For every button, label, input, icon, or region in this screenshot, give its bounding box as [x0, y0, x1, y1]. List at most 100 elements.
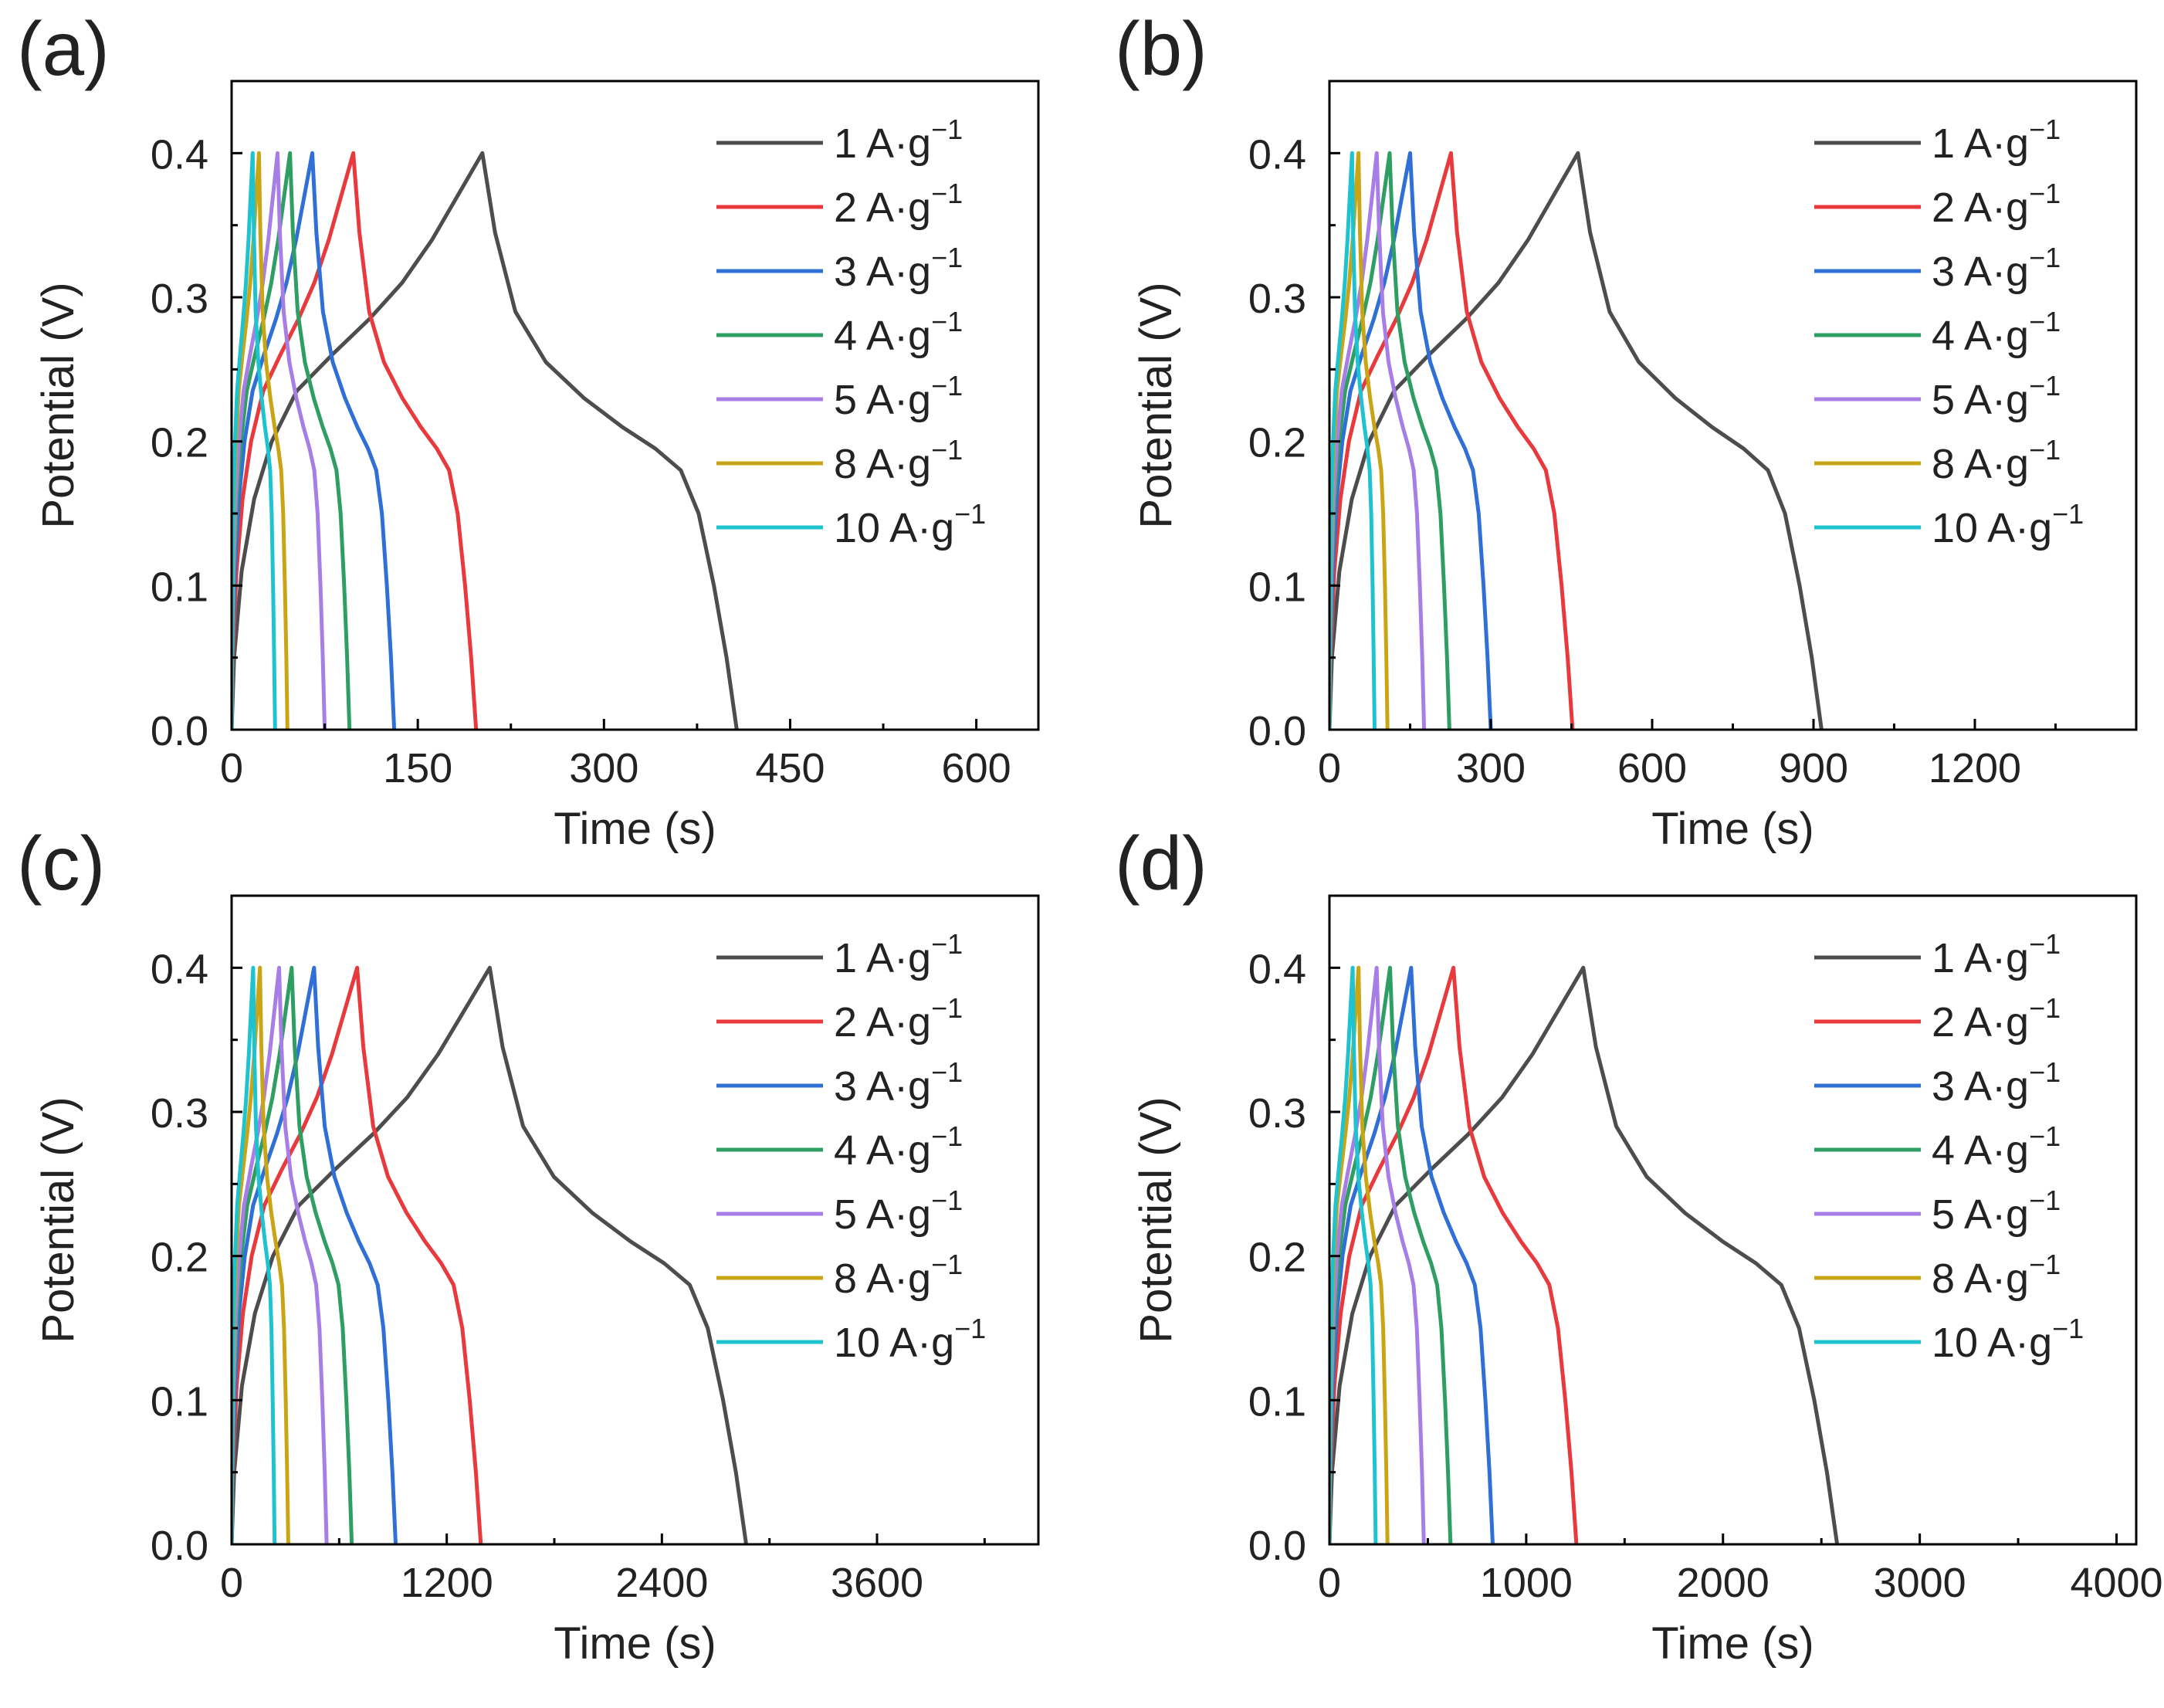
- legend-label-4: 4 A·g−1: [1932, 306, 2061, 359]
- y-axis-title: Potential (V): [33, 1096, 83, 1343]
- legend-label-10: 10 A·g−1: [834, 1313, 986, 1366]
- legend-label-8: 8 A·g−1: [834, 434, 963, 487]
- x-axis-title: Time (s): [554, 1618, 716, 1669]
- legend-label-5: 5 A·g−1: [834, 1184, 963, 1238]
- x-tick-label: 0: [1318, 745, 1341, 791]
- series-line-3-A-g: [1329, 151, 1493, 730]
- series-line-3-A-g: [1329, 965, 1495, 1544]
- curves-group: [232, 965, 748, 1544]
- legend: 1 A·g−1 2 A·g−1 3 A·g−1 4 A·g−1 5 A·g−1 8 A·g…: [716, 114, 986, 551]
- legend-label-4: 4 A·g−1: [1932, 1120, 2061, 1174]
- legend-label-3: 3 A·g−1: [1932, 242, 2061, 295]
- y-axis-title: Potential (V): [1131, 282, 1181, 528]
- legend-label-10: 10 A·g−1: [834, 498, 986, 551]
- curves-group: [232, 151, 739, 730]
- series-line-10-A-g: [1329, 965, 1378, 1544]
- x-tick-label: 600: [942, 745, 1011, 791]
- x-tick-label: 900: [1779, 745, 1848, 791]
- x-tick-label: 1000: [1480, 1560, 1573, 1606]
- series-line-2-A-g: [232, 151, 479, 730]
- y-tick-label: 0.3: [1248, 276, 1306, 322]
- y-tick-label: 0.1: [1248, 564, 1306, 610]
- x-tick-label: 1200: [401, 1560, 493, 1606]
- series-line-2-A-g: [1329, 965, 1579, 1544]
- x-tick-label: 300: [569, 745, 638, 791]
- x-tick-label: 150: [383, 745, 452, 791]
- series-line-1-A-g: [1329, 151, 1824, 730]
- legend-label-3: 3 A·g−1: [834, 242, 963, 295]
- panel-label: (a): [17, 6, 110, 91]
- legend-label-3: 3 A·g−1: [1932, 1056, 2061, 1110]
- series-line-10-A-g: [232, 965, 277, 1544]
- panel-a: 0 150 300 450 600 0.0 0.1 0.2 0.3 0.4 Time (s) Pote…: [17, 6, 1040, 854]
- series-line-2-A-g: [232, 965, 483, 1544]
- x-tick-label: 1200: [1929, 745, 2021, 791]
- y-tick-label: 0.3: [151, 276, 208, 322]
- legend-label-4: 4 A·g−1: [834, 1120, 963, 1174]
- legend-label-1: 1 A·g−1: [834, 114, 963, 167]
- panel-c: 0 1200 2400 3600 0.0 0.1 0.2 0.3 0.4 Time (s) Pote…: [17, 821, 1040, 1669]
- legend: 1 A·g−1 2 A·g−1 3 A·g−1 4 A·g−1 5 A·g−1 8 A·g…: [1814, 114, 2084, 551]
- y-tick-label: 0.1: [151, 564, 208, 610]
- legend-label-2: 2 A·g−1: [834, 992, 963, 1045]
- plot-frame: [230, 894, 1040, 1546]
- series-line-1-A-g: [232, 965, 748, 1544]
- panel-label: (d): [1115, 821, 1207, 906]
- y-tick-label: 0.3: [1248, 1090, 1306, 1137]
- plot-frame: [230, 80, 1040, 731]
- legend-label-1: 1 A·g−1: [834, 928, 963, 981]
- y-tick-label: 0.0: [1248, 708, 1306, 754]
- plot-frame: [1328, 894, 2138, 1546]
- series-line-5-A-g: [1329, 151, 1427, 730]
- legend: 1 A·g−1 2 A·g−1 3 A·g−1 4 A·g−1 5 A·g−1 8 A·g…: [1814, 928, 2084, 1366]
- legend-label-3: 3 A·g−1: [834, 1056, 963, 1110]
- series-line-3-A-g: [232, 151, 397, 730]
- y-tick-label: 0.0: [151, 708, 208, 754]
- series-line-5-A-g: [1329, 965, 1426, 1544]
- legend-label-10: 10 A·g−1: [1932, 1313, 2084, 1366]
- y-tick-label: 0.2: [1248, 420, 1306, 466]
- series-line-5-A-g: [232, 965, 329, 1544]
- x-tick-label: 0: [1318, 1560, 1341, 1606]
- legend-label-1: 1 A·g−1: [1932, 114, 2061, 167]
- y-tick-label: 0.4: [151, 946, 208, 992]
- legend-label-2: 2 A·g−1: [1932, 178, 2061, 231]
- x-tick-label: 3000: [1874, 1560, 1966, 1606]
- y-axis-title: Potential (V): [33, 282, 83, 528]
- y-tick-label: 0.0: [1248, 1523, 1306, 1569]
- y-tick-label: 0.2: [151, 420, 208, 466]
- legend-label-2: 2 A·g−1: [1932, 992, 2061, 1045]
- legend: 1 A·g−1 2 A·g−1 3 A·g−1 4 A·g−1 5 A·g−1 8 A·g…: [716, 928, 986, 1366]
- curves-group: [1329, 151, 1824, 730]
- legend-label-5: 5 A·g−1: [834, 370, 963, 423]
- legend-label-1: 1 A·g−1: [1932, 928, 2061, 981]
- panel-label: (b): [1115, 6, 1207, 91]
- x-tick-label: 2000: [1677, 1560, 1769, 1606]
- x-tick-label: 600: [1617, 745, 1687, 791]
- y-tick-label: 0.1: [1248, 1378, 1306, 1425]
- x-tick-label: 0: [220, 745, 243, 791]
- series-line-5-A-g: [232, 151, 327, 730]
- y-axis-title: Potential (V): [1131, 1096, 1181, 1343]
- panel-d: 0 1000 2000 3000 4000 0.0 0.1 0.2 0.3 0.4 Time (s)…: [1115, 821, 2163, 1669]
- legend-label-5: 5 A·g−1: [1932, 1184, 2061, 1238]
- x-tick-label: 0: [220, 1560, 243, 1606]
- legend-label-8: 8 A·g−1: [1932, 434, 2061, 487]
- x-axis-title: Time (s): [1651, 1618, 1813, 1669]
- panel-b: 0 300 600 900 1200 0.0 0.1 0.2 0.3 0.4 Time (s) Pot…: [1115, 6, 2138, 854]
- legend-label-10: 10 A·g−1: [1932, 498, 2084, 551]
- series-line-1-A-g: [232, 151, 739, 730]
- x-tick-label: 2400: [615, 1560, 708, 1606]
- legend-label-4: 4 A·g−1: [834, 306, 963, 359]
- legend-label-2: 2 A·g−1: [834, 178, 963, 231]
- y-tick-label: 0.4: [1248, 131, 1306, 178]
- series-line-10-A-g: [1329, 151, 1377, 730]
- legend-label-8: 8 A·g−1: [1932, 1249, 2061, 1302]
- y-tick-label: 0.1: [151, 1378, 208, 1425]
- y-tick-label: 0.2: [1248, 1235, 1306, 1281]
- y-tick-label: 0.4: [1248, 946, 1306, 992]
- x-axis-title: Time (s): [554, 804, 716, 854]
- y-tick-label: 0.0: [151, 1523, 208, 1569]
